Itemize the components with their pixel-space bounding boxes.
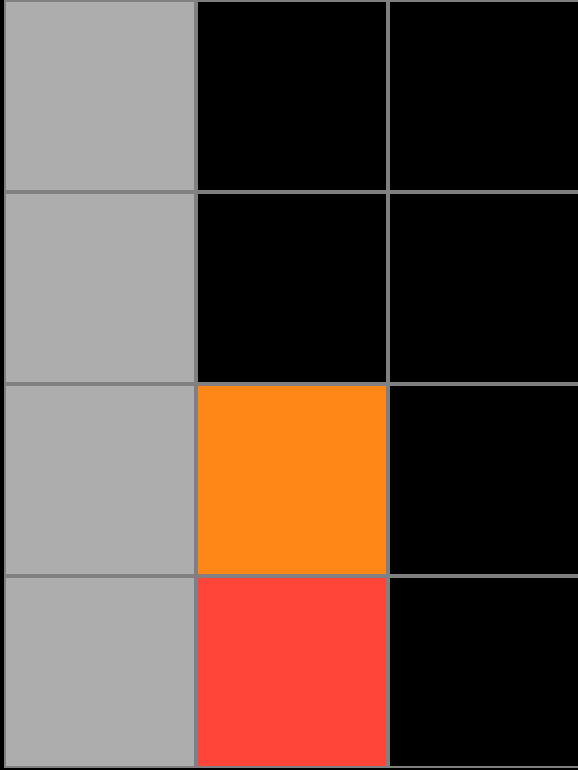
board-cell-r3-c2-filled[interactable] xyxy=(196,384,388,576)
board-cell-r4-c1-filled[interactable] xyxy=(4,576,196,768)
board-cell-r4-c3-empty[interactable] xyxy=(388,576,578,768)
board-cell-r2-c3-empty[interactable] xyxy=(388,192,578,384)
board-cell-r3-c1-filled[interactable] xyxy=(4,384,196,576)
board-cell-r2-c1-filled[interactable] xyxy=(4,192,196,384)
board-cell-r4-c2-filled[interactable] xyxy=(196,576,388,768)
board-cell-r3-c3-empty[interactable] xyxy=(388,384,578,576)
board-cell-r1-c3-empty[interactable] xyxy=(388,0,578,192)
board-cell-r2-c2-empty[interactable] xyxy=(196,192,388,384)
board-cell-r1-c2-empty[interactable] xyxy=(196,0,388,192)
board-cell-r1-c1-filled[interactable] xyxy=(4,0,196,192)
